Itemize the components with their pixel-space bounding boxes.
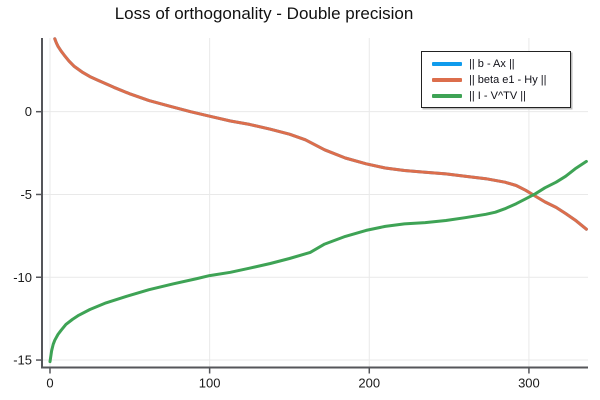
grid-layer <box>42 38 588 368</box>
series-line-2 <box>48 159 588 364</box>
x-tick-label-0: 0 <box>46 376 53 391</box>
legend-line-sample-green <box>432 94 462 98</box>
y-tick-label--15: -15 <box>13 353 32 368</box>
x-tick-label-300: 300 <box>518 376 540 391</box>
legend-label-i-vtv: || I - V^TV || <box>469 90 526 102</box>
series-layer <box>48 37 588 364</box>
x-tick-label-100: 100 <box>199 376 221 391</box>
tick-label-layer: 0 100 200 300 0 -5 -10 -15 <box>13 104 540 390</box>
y-tick-label-0: 0 <box>25 104 32 119</box>
legend-line-sample-orange <box>432 78 462 82</box>
legend-item-i-vtv: || I - V^TV || <box>432 89 562 103</box>
x-tick-label-200: 200 <box>358 376 380 391</box>
legend-label-b-ax: || b - Ax || <box>469 58 515 70</box>
legend-line-sample-blue <box>432 62 462 66</box>
legend-label-beta-e1-hy: || beta e1 - Hy || <box>469 74 547 86</box>
legend-item-b-ax: || b - Ax || <box>432 57 562 71</box>
y-tick-label--5: -5 <box>20 187 32 202</box>
axes-layer <box>36 38 588 374</box>
chart-title: Loss of orthogonality - Double precision <box>114 4 414 23</box>
legend: || b - Ax || || beta e1 - Hy || || I - V… <box>421 51 571 108</box>
y-tick-label--10: -10 <box>13 270 32 285</box>
series-line-1 <box>53 37 588 231</box>
legend-item-beta-e1-hy: || beta e1 - Hy || <box>432 73 562 87</box>
